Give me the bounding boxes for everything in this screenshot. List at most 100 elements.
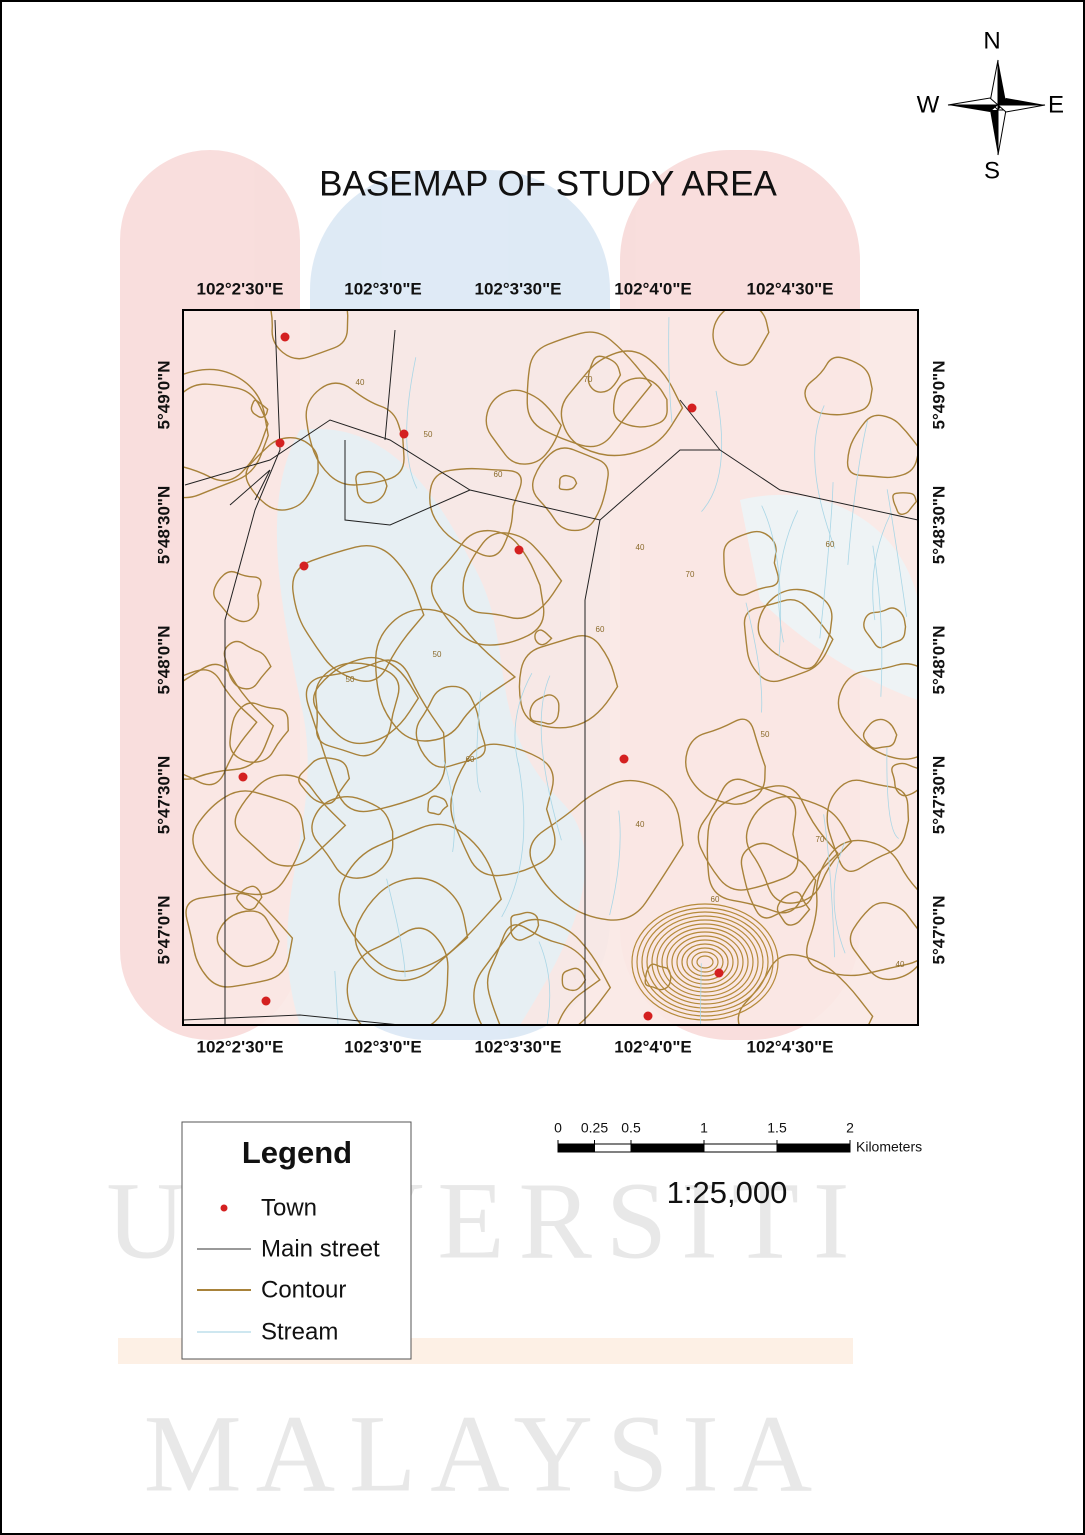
main-street	[224, 319, 281, 1025]
town	[299, 561, 309, 571]
latitude-label: 5°47'0"N	[929, 896, 948, 965]
watermark-text: MALAYSIA	[144, 1392, 826, 1514]
contour	[192, 790, 306, 896]
contour-label: 40	[896, 960, 905, 969]
main-street	[184, 419, 918, 521]
contour	[427, 795, 449, 816]
contour	[681, 943, 729, 981]
contour	[612, 377, 668, 428]
contour	[661, 927, 749, 997]
contour	[473, 918, 612, 1025]
main-street	[679, 399, 721, 451]
stream	[443, 760, 455, 853]
contour	[229, 702, 289, 763]
town	[238, 772, 248, 782]
scale-tick-label: 1	[700, 1120, 708, 1136]
contour	[311, 796, 394, 879]
town	[261, 996, 271, 1006]
scale-tick-label: 0	[554, 1120, 562, 1136]
contour	[236, 885, 263, 911]
map-frame	[182, 309, 919, 1026]
scale-unit: Kilometers	[856, 1139, 922, 1155]
scale-ratio: 1:25,000	[667, 1175, 788, 1210]
contour	[183, 383, 269, 482]
stream	[745, 602, 763, 713]
contour-label: 60	[494, 470, 503, 479]
contour	[706, 785, 839, 914]
contour	[644, 963, 672, 991]
scale-segment	[776, 1143, 851, 1153]
contour	[558, 474, 578, 491]
contour	[723, 530, 780, 596]
contour	[863, 607, 907, 649]
contour	[712, 310, 770, 366]
legend-item: Contour	[261, 1276, 346, 1303]
longitude-label: 102°2'30"E	[197, 279, 284, 298]
stream	[540, 675, 562, 841]
contour-label: 50	[433, 650, 442, 659]
contour	[697, 778, 799, 891]
scale-segment	[557, 1143, 595, 1153]
contour	[686, 947, 724, 977]
stream	[872, 514, 891, 621]
town	[399, 429, 409, 439]
town	[280, 332, 290, 342]
contour	[486, 924, 601, 1025]
contour	[183, 368, 269, 499]
contour	[315, 662, 400, 757]
scale-tick-label: 0.5	[621, 1120, 641, 1136]
contour	[676, 939, 734, 985]
contour	[245, 437, 319, 511]
contour	[216, 910, 280, 968]
contour	[651, 919, 759, 1005]
latitude-label: 5°48'30"N	[929, 486, 948, 564]
legend-item: Town	[261, 1194, 317, 1221]
stream	[886, 489, 907, 617]
contour-label: 60	[826, 540, 835, 549]
contour	[745, 795, 853, 904]
contour	[234, 774, 347, 867]
contour	[305, 382, 405, 486]
latitude-label: 5°48'0"N	[154, 626, 173, 695]
contour	[846, 414, 918, 479]
contour	[429, 467, 522, 557]
stream	[819, 482, 834, 639]
scale-segment	[594, 1143, 632, 1153]
contour	[346, 927, 449, 1025]
legend: Legend Town Main street Contour Stream	[181, 1121, 412, 1360]
contour	[696, 955, 714, 969]
stream	[823, 814, 835, 958]
latitude-label: 5°47'30"N	[154, 756, 173, 834]
stream	[668, 317, 673, 423]
contour-label: 60	[711, 895, 720, 904]
contour	[510, 911, 540, 941]
scale-tick-label: 1.5	[767, 1120, 787, 1136]
contour	[806, 839, 918, 977]
contour	[338, 823, 502, 973]
stream	[514, 673, 533, 768]
contour	[305, 659, 446, 813]
contour	[213, 570, 262, 623]
contour-label: 70	[686, 570, 695, 579]
contour-label: 50	[346, 675, 355, 684]
longitude-label: 102°3'30"E	[475, 279, 562, 298]
contour-label: 50	[424, 430, 433, 439]
town	[714, 968, 724, 978]
stream	[334, 970, 339, 1025]
town	[275, 438, 285, 448]
stream	[386, 878, 406, 978]
contour-label: 70	[584, 375, 593, 384]
contour	[804, 356, 873, 416]
stream	[886, 747, 899, 839]
contour	[185, 892, 294, 988]
compass-label: E	[1048, 91, 1064, 118]
longitude-label: 102°2'30"E	[197, 1037, 284, 1056]
contour	[757, 588, 833, 670]
latitude-label: 5°47'30"N	[929, 756, 948, 834]
contour	[529, 694, 560, 725]
scale-tick-label: 2	[846, 1120, 854, 1136]
contour	[862, 718, 898, 749]
scale-segment	[630, 1143, 705, 1153]
longitude-label: 102°3'0"E	[344, 1037, 422, 1056]
contour	[641, 911, 769, 1013]
